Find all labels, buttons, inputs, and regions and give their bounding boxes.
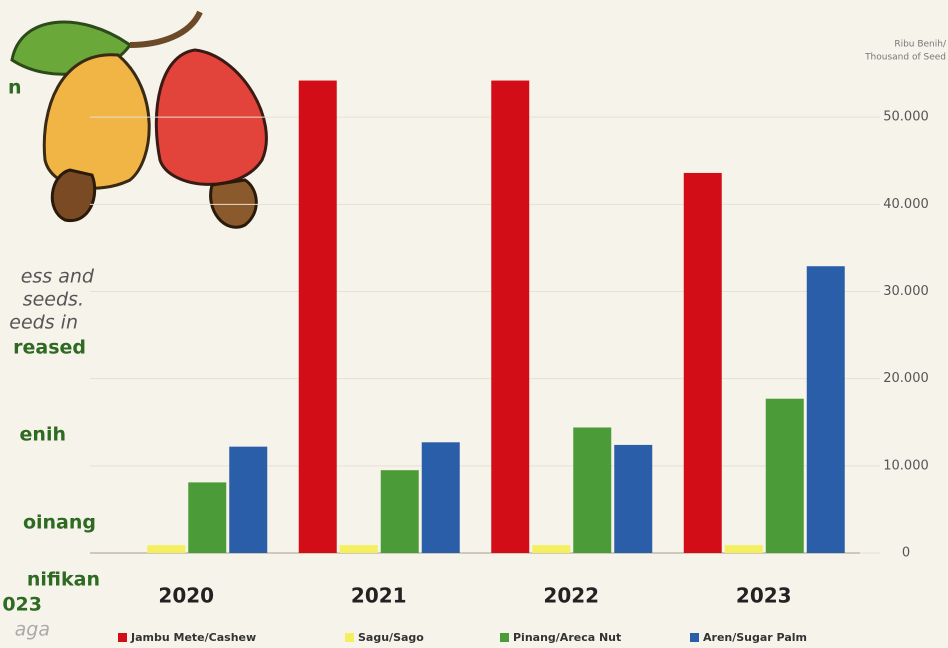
bar [229, 446, 268, 553]
bar [724, 545, 763, 553]
side-text-line: oinang [23, 512, 96, 534]
legend-label: Jambu Mete/Cashew [130, 631, 256, 644]
legend-label: Sagu/Sago [358, 631, 424, 644]
bar [380, 470, 419, 553]
y-tick-label: 30.000 [883, 284, 929, 299]
legend-label: Pinang/Areca Nut [513, 631, 621, 644]
bar [806, 266, 845, 553]
legend-label: Aren/Sugar Palm [703, 631, 807, 644]
side-text-line: 023 [2, 594, 42, 616]
side-text-line: eeds in [9, 312, 78, 334]
bar [421, 442, 460, 553]
bar [339, 545, 378, 553]
y-tick-label: 0 [902, 546, 910, 561]
side-text-line: seeds. [23, 289, 84, 311]
bar [491, 80, 530, 553]
y-axis-label: Thousand of Seed [864, 53, 946, 63]
side-text-line: enih [20, 424, 66, 446]
side-text: n ess and seeds. eeds in reased enih oin… [2, 77, 100, 641]
side-text-line: ess and [21, 266, 95, 288]
y-tick-label: 10.000 [883, 458, 929, 473]
legend-swatch [690, 633, 699, 642]
x-tick-label: 2021 [351, 584, 407, 608]
bar [147, 545, 186, 553]
y-tick-label: 50.000 [883, 110, 929, 125]
bar [765, 398, 804, 553]
bar [573, 427, 612, 553]
y-tick-label: 40.000 [883, 197, 929, 212]
side-text-line: aga [15, 619, 50, 641]
x-tick-label: 2022 [543, 584, 599, 608]
legend-swatch [118, 633, 127, 642]
side-text-line: reased [13, 337, 86, 359]
y-tick-label: 20.000 [883, 371, 929, 386]
side-text-line: nifikan [27, 569, 100, 591]
legend-swatch [500, 633, 509, 642]
bar [188, 482, 227, 553]
x-tick-label: 2023 [736, 584, 792, 608]
side-text-line: n [8, 77, 22, 99]
y-axis-label: Ribu Benih/ [894, 40, 947, 50]
x-tick-label: 2020 [158, 584, 214, 608]
bar [683, 172, 722, 553]
bar [614, 444, 653, 553]
cashew-illustration [10, 10, 268, 229]
bar [298, 80, 337, 553]
bar [532, 545, 571, 553]
legend-swatch [345, 633, 354, 642]
